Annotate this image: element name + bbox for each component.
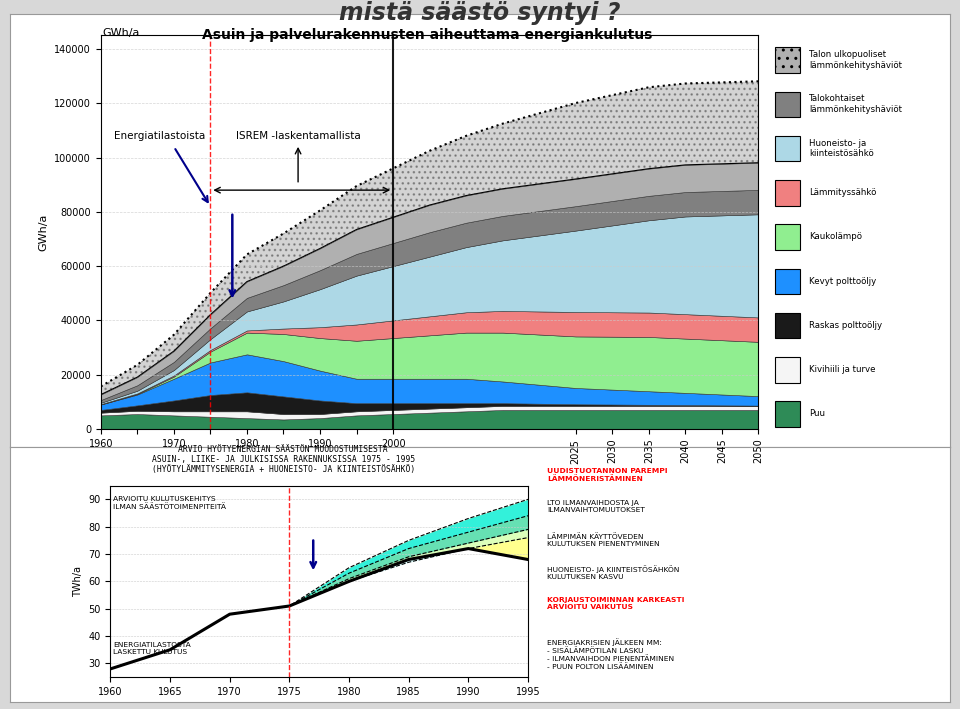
Bar	[776, 48, 800, 73]
Text: Kevyt polttoöljy: Kevyt polttoöljy	[809, 277, 876, 286]
Text: HUONEISTO- JA KIINTEISTÖSÄHKÖN
KULUTUKSEN KASVU: HUONEISTO- JA KIINTEISTÖSÄHKÖN KULUTUKSE…	[547, 565, 680, 580]
Text: Huoneisto- ja
kiinteistösähkö: Huoneisto- ja kiinteistösähkö	[809, 139, 874, 158]
Text: Talon ulkopuoliset
lämmönkehityshäviöt: Talon ulkopuoliset lämmönkehityshäviöt	[809, 50, 902, 69]
Text: Kaukolämpö: Kaukolämpö	[809, 233, 862, 242]
Text: UUDISTUOTANNON PAREMPI
LÄMMÖNERISTÄMINEN: UUDISTUOTANNON PAREMPI LÄMMÖNERISTÄMINEN	[547, 468, 668, 482]
Text: Lämmityssähkö: Lämmityssähkö	[809, 188, 876, 197]
Text: Energiatilastoista: Energiatilastoista	[113, 130, 204, 140]
Bar	[776, 91, 800, 117]
Y-axis label: GWh/a: GWh/a	[38, 213, 49, 251]
Text: ARVIOITU KULUTUSKEHITYS
ILMAN SÄÄSTÖTOIMENPITEITÄ: ARVIOITU KULUTUSKEHITYS ILMAN SÄÄSTÖTOIM…	[113, 496, 227, 510]
Text: ENERGIAKRISIEN JÄLKEEN MM:
- SISÄLÄMPÖTILAN LASKU
- ILMANVAIHDON PIENENTÄMINEN
-: ENERGIAKRISIEN JÄLKEEN MM: - SISÄLÄMPÖTI…	[547, 638, 674, 670]
Text: Raskas polttoöljy: Raskas polttoöljy	[809, 321, 882, 330]
Bar	[776, 180, 800, 206]
Text: ARVIO HYÖTYENERGIAN SÄÄSTÖN MUODOSTUMISESTA
ASUIN-, LIIKE- JA JULKISISSA RAKENNU: ARVIO HYÖTYENERGIAN SÄÄSTÖN MUODOSTUMISE…	[152, 445, 415, 474]
Bar	[776, 269, 800, 294]
Text: LTO ILMANVAIHDOSTA JA
ILMANVAIHTOMUUTOKSET: LTO ILMANVAIHDOSTA JA ILMANVAIHTOMUUTOKS…	[547, 500, 645, 513]
Text: KORJAUSTOIMINNAN KARKEASTI
ARVIOITU VAIKUTUS: KORJAUSTOIMINNAN KARKEASTI ARVIOITU VAIK…	[547, 597, 684, 610]
Y-axis label: TWh/a: TWh/a	[73, 566, 83, 597]
Text: Puu: Puu	[809, 410, 826, 418]
Text: Asuin ja palvelurakennusten aiheuttama energiankulutus: Asuin ja palvelurakennusten aiheuttama e…	[202, 28, 653, 43]
Text: ISREM -laskentamallista: ISREM -laskentamallista	[236, 130, 360, 140]
Bar	[776, 224, 800, 250]
Bar	[776, 401, 800, 427]
Text: Kivihiili ja turve: Kivihiili ja turve	[809, 365, 876, 374]
Bar	[776, 136, 800, 162]
Text: LÄMPIMÄN KÄYTTÖVEDEN
KULUTUKSEN PIENENTYMINEN: LÄMPIMÄN KÄYTTÖVEDEN KULUTUKSEN PIENENTY…	[547, 533, 660, 547]
Text: ENERGIATILASTOSTA
LASKETTU KULUTUS: ENERGIATILASTOSTA LASKETTU KULUTUS	[113, 642, 191, 654]
Text: Talokohtaiset
lämmönkehityshäviöt: Talokohtaiset lämmönkehityshäviöt	[809, 94, 902, 114]
Text: mistä säästö syntyi ?: mistä säästö syntyi ?	[339, 1, 621, 26]
Text: GWh/a: GWh/a	[103, 28, 140, 38]
Bar	[776, 357, 800, 383]
Bar	[776, 313, 800, 338]
